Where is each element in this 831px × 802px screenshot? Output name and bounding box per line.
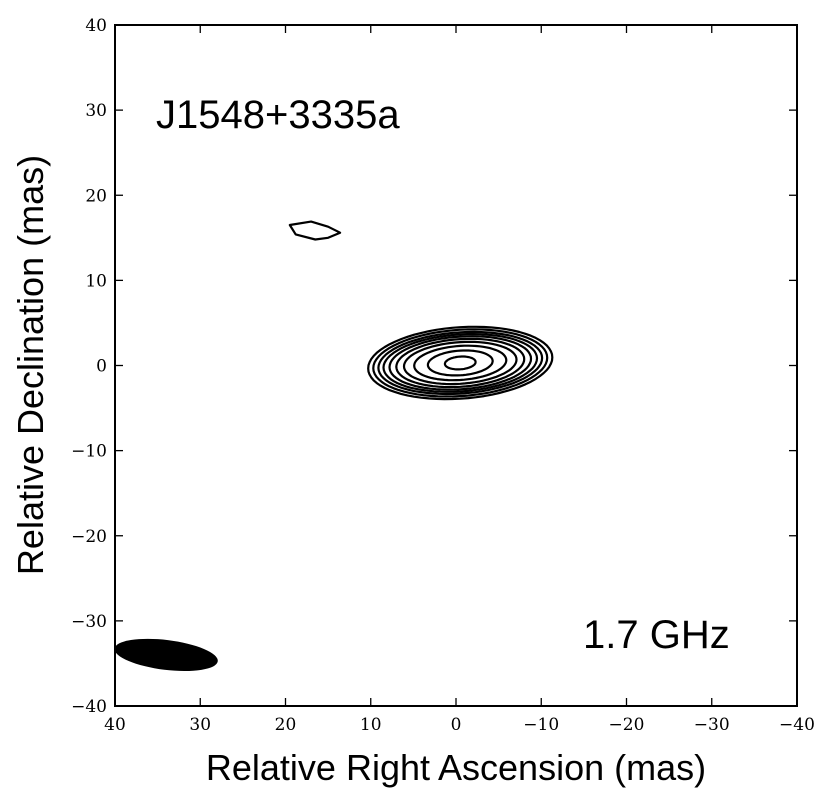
y-tick-label: −30 — [71, 612, 107, 632]
contour-line — [388, 335, 533, 391]
y-axis-title: Relative Declination (mas) — [10, 155, 51, 575]
y-tick-label: 30 — [85, 101, 107, 121]
y-tick-label: 10 — [85, 271, 107, 291]
y-tick-label: −20 — [71, 527, 107, 547]
contour-line — [382, 333, 539, 393]
x-tick-label: 20 — [275, 715, 297, 735]
y-tick-label: 40 — [85, 16, 107, 36]
contour-line — [443, 355, 477, 371]
contour-line — [367, 325, 554, 401]
contour-line — [395, 337, 526, 389]
plot-area — [115, 25, 797, 706]
plot-frame — [114, 24, 798, 707]
x-tick-label: 0 — [451, 715, 462, 735]
frequency-label: 1.7 GHz — [583, 613, 730, 657]
y-tick-label: 20 — [85, 186, 107, 206]
x-tick-label: −30 — [694, 715, 730, 735]
x-axis-title: Relative Right Ascension (mas) — [206, 747, 706, 788]
y-tick-label: −40 — [71, 697, 107, 717]
tick-layer: 40 30 20 10 0 −10 −20 −30 −40403020100−10−20−30−… — [71, 16, 815, 735]
x-tick-label: −20 — [609, 715, 645, 735]
x-tick-label: −10 — [523, 715, 559, 735]
source-label: J1548+3335a — [156, 93, 400, 137]
x-tick-label: 40 — [104, 715, 126, 735]
x-tick-label: −40 — [779, 715, 815, 735]
contour-layer — [114, 220, 554, 672]
x-tick-label: 30 — [189, 715, 211, 735]
contour-line — [426, 349, 494, 377]
x-tick-label: 10 — [360, 715, 382, 735]
contour-line — [402, 340, 518, 386]
contour-line — [377, 330, 544, 396]
contour-line — [372, 328, 549, 398]
beam-ellipse — [114, 638, 218, 672]
y-tick-label: −10 — [71, 442, 107, 462]
secondary-contour — [288, 220, 342, 241]
contour-line — [413, 344, 508, 382]
y-tick-label: 0 — [96, 357, 107, 377]
